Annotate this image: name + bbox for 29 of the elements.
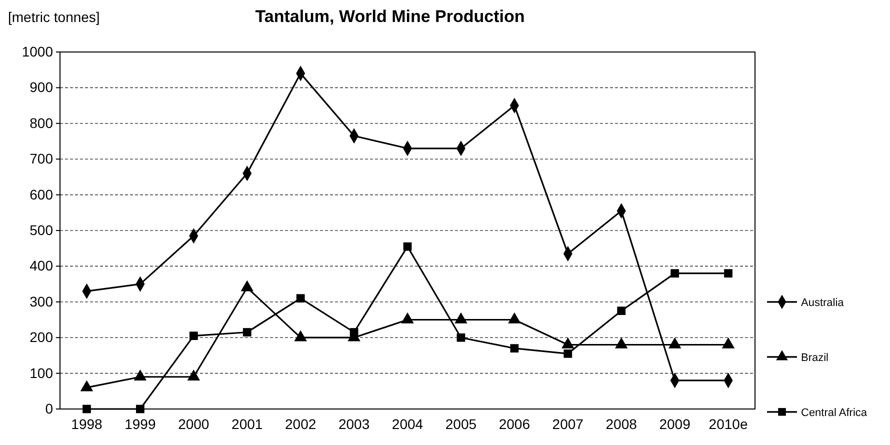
y-tick-label: 300	[30, 293, 54, 310]
legend-label: Australia	[801, 296, 845, 309]
y-tick-label: 0	[45, 400, 54, 416]
y-axis-title: [metric tonnes]	[8, 9, 100, 25]
legend-label: Brazil	[801, 352, 829, 364]
x-tick-label: 2006	[498, 416, 530, 432]
y-tick-label: 700	[30, 150, 54, 167]
x-tick-label: 2007	[552, 416, 584, 432]
x-tick-label: 2009	[659, 416, 691, 432]
x-tick-label: 2002	[285, 416, 316, 432]
x-tick-label: 2001	[232, 416, 263, 432]
x-tick-label: 2003	[338, 416, 370, 432]
y-tick-label: 400	[30, 258, 54, 274]
y-tick-label: 200	[30, 329, 54, 346]
y-tick-label: 900	[30, 79, 54, 96]
x-tick-label: 2008	[606, 416, 638, 432]
y-tick-label: 1000	[22, 43, 54, 60]
y-tick-label: 500	[30, 222, 54, 238]
legend-label: Central Africa	[801, 406, 868, 419]
x-tick-label: 2000	[178, 416, 210, 432]
x-tick-label: 2004	[392, 416, 424, 432]
y-tick-label: 100	[30, 364, 54, 381]
y-tick-label: 600	[30, 186, 54, 202]
y-tick-label: 800	[30, 114, 54, 131]
x-tick-label: 2010e	[708, 416, 748, 432]
x-tick-label: 1998	[71, 416, 103, 432]
x-tick-label: 1999	[124, 416, 156, 432]
x-tick-label: 2005	[445, 416, 477, 432]
chart-title: Tantalum, World Mine Production	[255, 7, 525, 26]
